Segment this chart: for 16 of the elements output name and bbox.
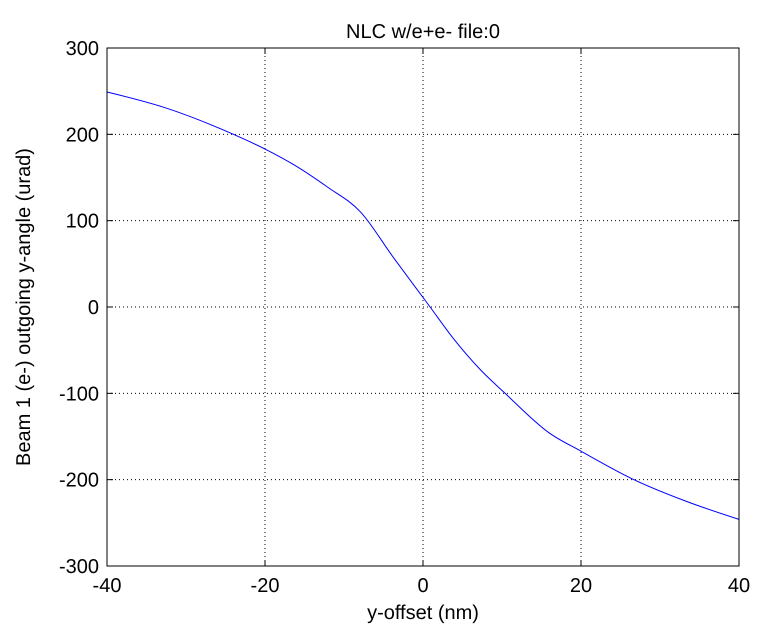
- x-tick-label: 0: [417, 575, 429, 597]
- chart-title: NLC w/e+e- file:0: [346, 21, 500, 43]
- y-tick-label: 100: [66, 210, 99, 233]
- x-tick-label: 40: [728, 575, 750, 597]
- y-tick-label: -100: [58, 383, 99, 406]
- y-tick-label: 200: [66, 124, 99, 146]
- x-tick-label: -20: [250, 575, 280, 597]
- y-axis-title: Beam 1 (e-) outgoing y-angle (urad): [13, 148, 35, 466]
- y-tick-label: 0: [88, 297, 99, 319]
- y-tick-label: 300: [66, 38, 99, 60]
- x-tick-label: -40: [92, 575, 122, 597]
- y-tick-label: -300: [58, 556, 99, 578]
- x-tick-label: 20: [570, 575, 592, 597]
- y-tick-label: -200: [58, 470, 99, 492]
- x-axis-title: y-offset (nm): [367, 602, 479, 624]
- line-series: [106, 92, 740, 520]
